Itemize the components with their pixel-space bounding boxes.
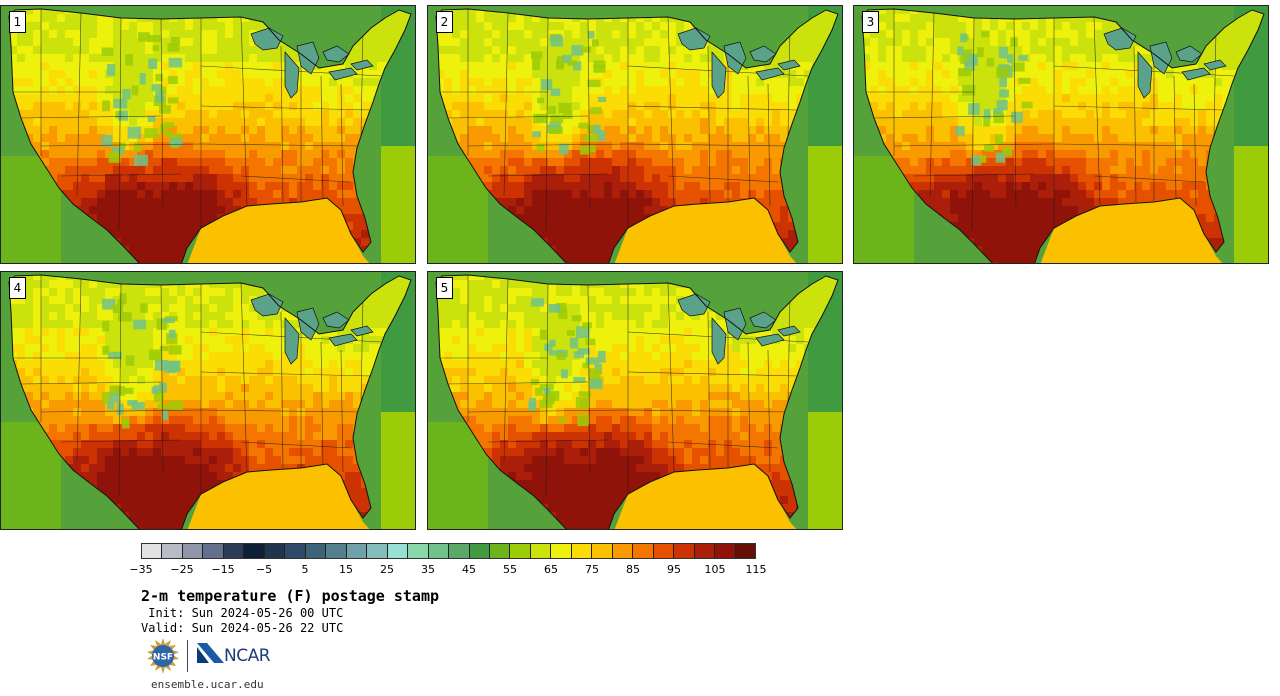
colorbar-swatch [653,544,675,558]
product-title: 2-m temperature (F) postage stamp [141,587,440,605]
member-map-2: 2 [427,5,843,264]
temperature-map [428,272,842,529]
colorbar-swatch [387,544,409,558]
colorbar-swatch [510,544,531,558]
colorbar-swatch [346,544,368,558]
colorbar-swatch [551,544,572,558]
member-map-1: 1 [0,5,416,264]
temperature-colorbar [141,543,756,559]
colorbar-tick-label: 15 [339,563,353,576]
temperature-map [428,6,842,263]
valid-time: Valid: Sun 2024-05-26 22 UTC [141,621,344,635]
colorbar-swatch [285,544,306,558]
init-time: Init: Sun 2024-05-26 00 UTC [141,606,344,620]
member-number-badge: 1 [9,11,26,33]
colorbar-tick-label: 95 [667,563,681,576]
member-number-badge: 3 [862,11,879,33]
colorbar-tick-label: 35 [421,563,435,576]
colorbar-tick-label: 65 [544,563,558,576]
colorbar-tick-label: −5 [255,563,273,576]
colorbar-swatch [592,544,613,558]
colorbar-swatch [674,544,695,558]
colorbar-tick-label: 105 [704,563,726,576]
colorbar-tick-label: 5 [301,563,309,576]
colorbar-swatch [244,544,265,558]
colorbar-swatch [633,544,654,558]
colorbar-swatch [469,544,490,558]
colorbar-swatch [571,544,593,558]
member-map-3: 3 [853,5,1269,264]
colorbar-tick-label: −25 [170,563,194,576]
colorbar-swatch [408,544,429,558]
colorbar-tick-label: 45 [462,563,476,576]
colorbar-swatch [735,544,756,558]
colorbar-swatch [449,544,470,558]
colorbar-tick-label: −35 [129,563,153,576]
colorbar-swatch [694,544,716,558]
nsf-logo: NSF [145,638,181,678]
ncar-wordmark: NCAR [224,646,271,666]
colorbar-swatch [162,544,183,558]
colorbar-tick-label: −15 [211,563,235,576]
colorbar-tick-label: 115 [745,563,767,576]
colorbar-swatch [305,544,327,558]
colorbar-swatch [182,544,204,558]
colorbar-swatch [203,544,224,558]
temperature-map [1,272,415,529]
colorbar-swatch [326,544,347,558]
colorbar-tick-label: 25 [380,563,394,576]
colorbar-swatch [715,544,736,558]
colorbar-swatch [428,544,450,558]
colorbar-tick-labels: −35 −25 −15 −5 5 15 25 35 45 55 65 75 85 95 105 115 [129,563,766,577]
member-map-4: 4 [0,271,416,530]
colorbar-swatch [612,544,634,558]
member-number-badge: 2 [436,11,453,33]
member-number-badge: 4 [9,277,26,299]
colorbar-tick-label: 85 [626,563,640,576]
ncar-logo [197,643,224,667]
colorbar-swatch [367,544,388,558]
member-map-5: 5 [427,271,843,530]
colorbar-swatch [142,544,163,558]
temperature-map [854,6,1268,263]
member-number-badge: 5 [436,277,453,299]
colorbar-swatch [489,544,511,558]
colorbar-swatch [264,544,286,558]
colorbar-swatch [223,544,245,558]
colorbar-tick-label: 55 [503,563,517,576]
temperature-map [1,6,415,263]
colorbar-tick-label: 75 [585,563,599,576]
logo-divider [187,640,188,672]
colorbar-swatch [530,544,552,558]
footer-url: ensemble.ucar.edu [151,678,264,691]
